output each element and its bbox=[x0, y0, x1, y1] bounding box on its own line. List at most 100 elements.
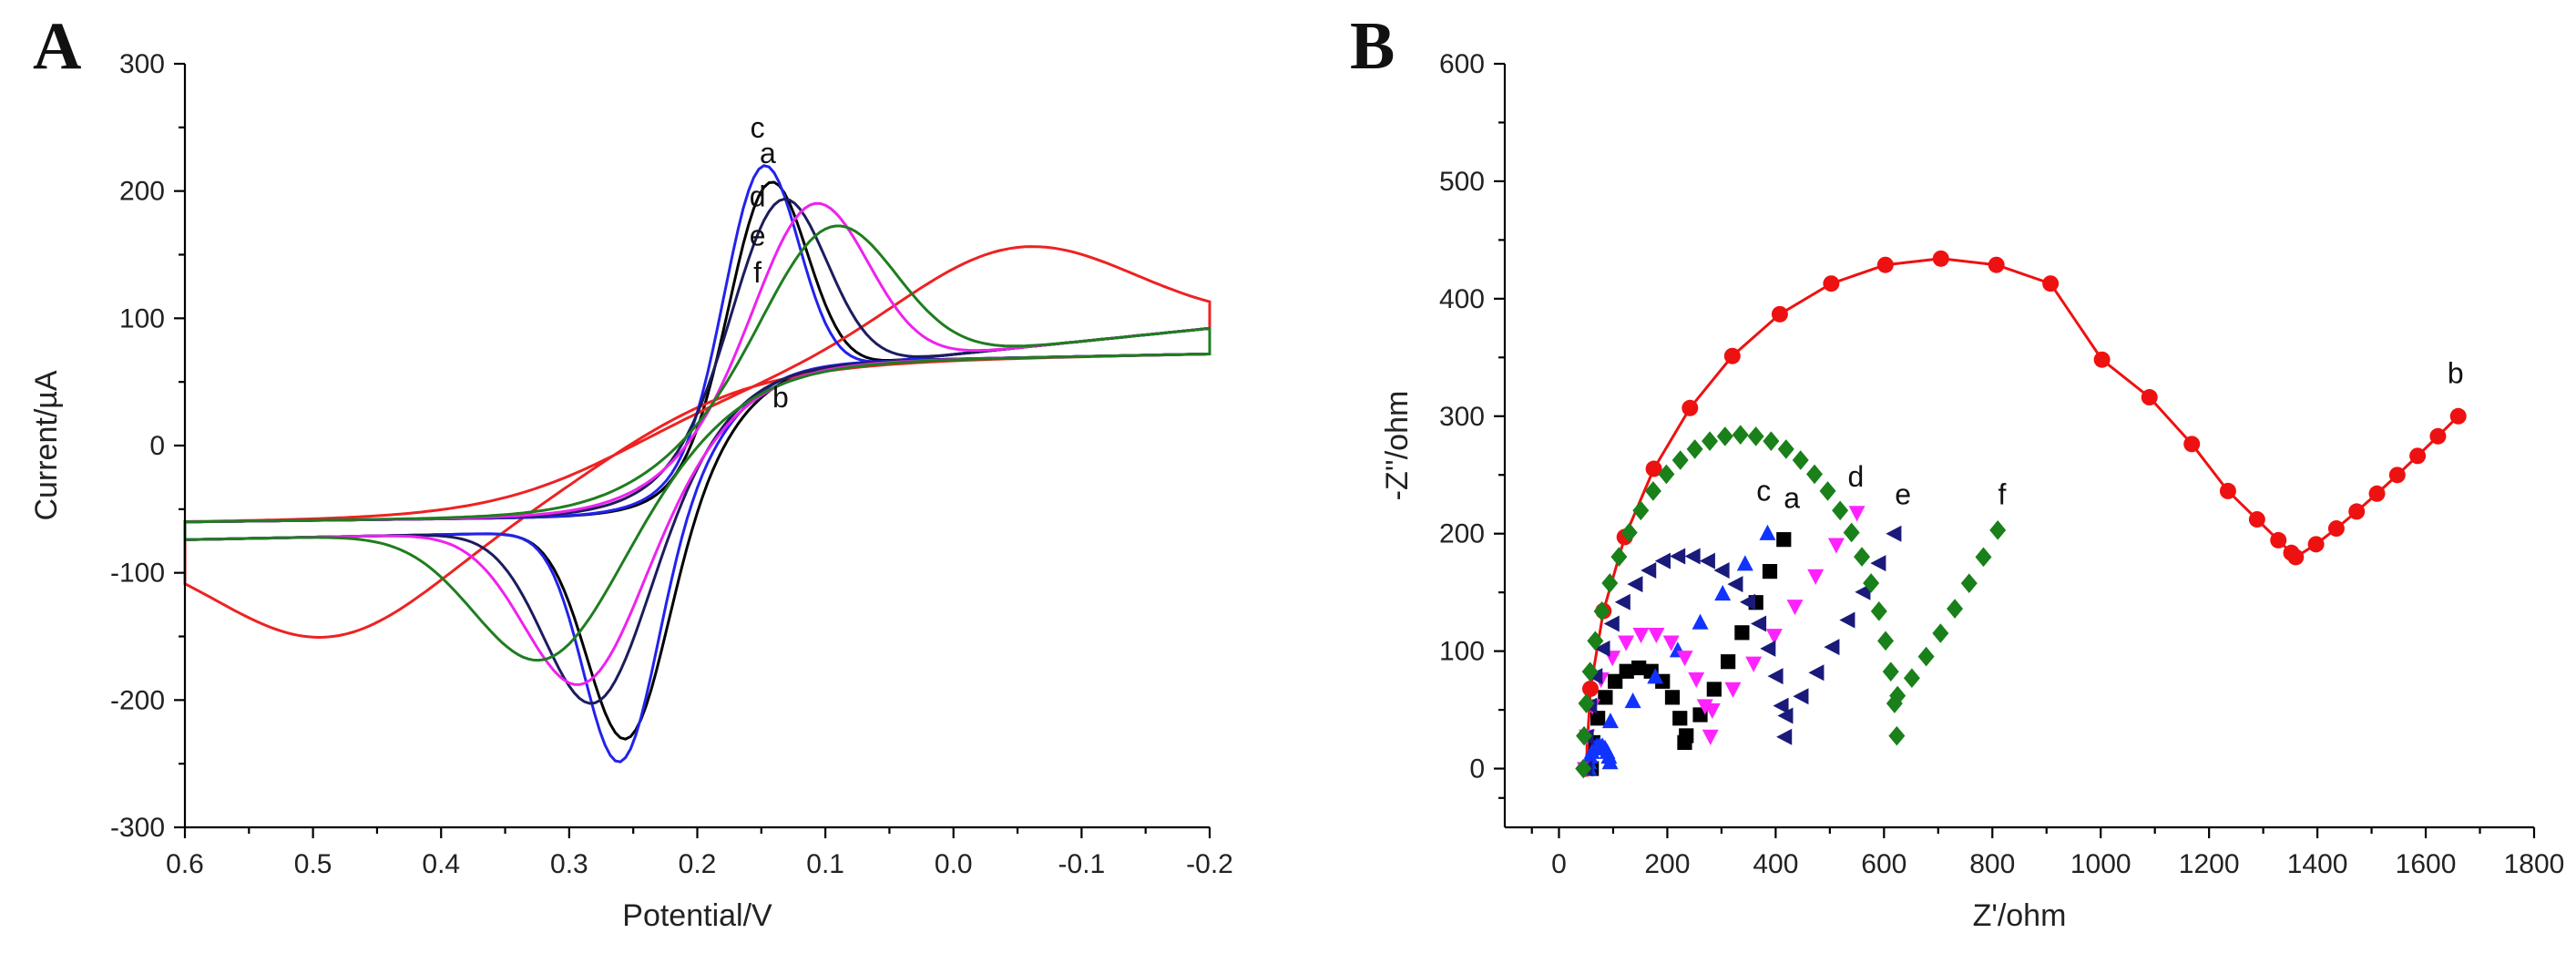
eis-point-f bbox=[1763, 431, 1780, 451]
eis-point-a bbox=[1590, 711, 1606, 726]
panel-b-y-tick-label: 600 bbox=[1439, 49, 1485, 79]
panel-a-y-axis-title: Current/µA bbox=[29, 370, 64, 520]
eis-point-c bbox=[1601, 754, 1619, 770]
eis-point-d bbox=[1662, 635, 1680, 651]
eis-point-e bbox=[1587, 668, 1603, 685]
eis-point-d bbox=[1827, 538, 1845, 554]
eis-point-e bbox=[1727, 576, 1743, 593]
eis-point-b bbox=[2248, 511, 2265, 528]
panel-b-x-tick-label: 600 bbox=[1861, 849, 1906, 879]
eis-point-b bbox=[1645, 460, 1662, 477]
eis-point-b bbox=[2093, 351, 2111, 368]
eis-point-f bbox=[1575, 758, 1592, 779]
eis-point-d bbox=[1702, 729, 1719, 745]
eis-point-b bbox=[1876, 256, 1894, 273]
eis-point-f bbox=[1747, 426, 1764, 446]
eis-point-b bbox=[2270, 531, 2287, 549]
eis-point-e bbox=[1670, 548, 1686, 565]
eis-point-a bbox=[1721, 654, 1736, 670]
cv-curve-label-f: f bbox=[753, 256, 762, 289]
eis-point-b bbox=[2429, 427, 2447, 445]
eis-point-c bbox=[1624, 692, 1641, 709]
panel-a-y-tick-label: 0 bbox=[149, 431, 165, 461]
panel-a-y-tick-label: 300 bbox=[119, 49, 165, 79]
eis-point-f bbox=[1632, 500, 1650, 521]
eis-point-b bbox=[1932, 250, 1949, 267]
eis-point-f bbox=[1882, 661, 1899, 682]
eis-point-f bbox=[1644, 481, 1661, 501]
eis-point-f bbox=[1792, 450, 1809, 470]
panel-b-x-tick-label: 200 bbox=[1644, 849, 1690, 879]
eis-point-f bbox=[1601, 573, 1619, 593]
panel-b-axes: 0 200 400 600 800 1000 1200 1400 1600 1800 0 100 200… bbox=[1439, 49, 2564, 879]
eis-point-e bbox=[1776, 728, 1793, 745]
eis-point-e bbox=[1713, 561, 1730, 579]
eis-point-b bbox=[1823, 275, 1840, 292]
eis-point-e bbox=[1793, 688, 1809, 705]
eis-point-f bbox=[1610, 547, 1628, 567]
eis-point-f bbox=[1947, 599, 1964, 619]
eis-point-e bbox=[1777, 707, 1794, 724]
eis-point-b bbox=[2183, 436, 2201, 453]
eis-point-d bbox=[1676, 651, 1693, 667]
panel-a-y-tick-label: 100 bbox=[119, 303, 165, 333]
eis-point-e bbox=[1739, 593, 1756, 610]
cv-curve-label-a: a bbox=[760, 137, 776, 169]
panel-b-y-tick-label: 400 bbox=[1439, 284, 1485, 314]
eis-point-f bbox=[1658, 464, 1675, 485]
eis-point-f bbox=[1593, 601, 1610, 621]
eis-point-c bbox=[1714, 584, 1732, 601]
panel-b-x-tick-label: 0 bbox=[1551, 849, 1567, 879]
panel-a-axes: 0.6 0.5 0.4 0.3 0.2 0.1 0.0 -0.1 -0.2 -300 -200 -10… bbox=[110, 49, 1233, 879]
eis-point-e bbox=[1699, 552, 1715, 569]
panel-b-y-axis-title: -Z''/ohm bbox=[1380, 391, 1415, 501]
eis-point-a bbox=[1598, 690, 1613, 705]
eis-point-d bbox=[1786, 600, 1804, 616]
eis-point-b bbox=[2287, 549, 2305, 566]
eis-point-c bbox=[1759, 524, 1776, 540]
panel-a-y-tick-label: -300 bbox=[110, 813, 165, 843]
eis-point-a bbox=[1619, 663, 1634, 679]
eis-point-d bbox=[1848, 506, 1866, 522]
cv-curve-label-c: c bbox=[751, 111, 765, 144]
eis-point-b bbox=[1723, 347, 1741, 364]
panel-b-y-tick-label: 500 bbox=[1439, 167, 1485, 197]
panel-a-x-tick-label: 0.4 bbox=[422, 849, 460, 879]
eis-point-f bbox=[1960, 573, 1978, 593]
eis-point-d bbox=[1632, 627, 1650, 644]
panel-b-x-tick-label: 800 bbox=[1969, 849, 2015, 879]
eis-point-b bbox=[2449, 407, 2467, 425]
panel-a-x-tick-label: 0.0 bbox=[935, 849, 973, 879]
eis-curve-label-e: e bbox=[1895, 477, 1911, 510]
eis-curve-label-c: c bbox=[1756, 475, 1771, 508]
eis-point-d bbox=[1688, 672, 1705, 688]
eis-point-f bbox=[1587, 631, 1604, 651]
eis-point-f bbox=[1686, 439, 1703, 459]
eis-point-d bbox=[1807, 569, 1825, 585]
panel-a-letter: A bbox=[33, 9, 81, 84]
eis-point-e bbox=[1760, 640, 1776, 657]
panel-a-x-axis-title: Potential/V bbox=[622, 898, 772, 933]
cv-curve-d bbox=[183, 197, 1211, 705]
panel-a-y-tick-label: -100 bbox=[110, 559, 165, 589]
eis-point-f bbox=[1732, 425, 1749, 445]
eis-point-f bbox=[1581, 661, 1599, 682]
panel-a-y-tick-label: 200 bbox=[119, 177, 165, 207]
eis-point-f bbox=[1889, 685, 1906, 706]
eis-point-f bbox=[1777, 439, 1794, 459]
eis-point-e bbox=[1627, 576, 1643, 593]
panel-b-x-tick-label: 1200 bbox=[2179, 849, 2240, 879]
eis-point-e bbox=[1839, 611, 1855, 629]
panel-a-x-tick-label: -0.2 bbox=[1186, 849, 1233, 879]
panel-b-series bbox=[1575, 250, 2467, 779]
panel-b-x-tick-label: 1600 bbox=[2396, 849, 2457, 879]
panel-b-x-tick-label: 400 bbox=[1753, 849, 1798, 879]
eis-point-f bbox=[1888, 725, 1906, 746]
eis-curve-label-a: a bbox=[1784, 481, 1800, 514]
eis-point-f bbox=[1832, 500, 1849, 521]
eis-point-a bbox=[1672, 711, 1688, 726]
eis-point-e bbox=[1641, 561, 1657, 579]
cv-curve-e bbox=[183, 201, 1211, 686]
eis-point-e bbox=[1773, 697, 1789, 714]
panel-a-cv-chart: A 0.6 0.5 0.4 0.3 0.2 0.1 0.0 -0.1 -0.2 -300 -200 -… bbox=[29, 9, 1233, 933]
